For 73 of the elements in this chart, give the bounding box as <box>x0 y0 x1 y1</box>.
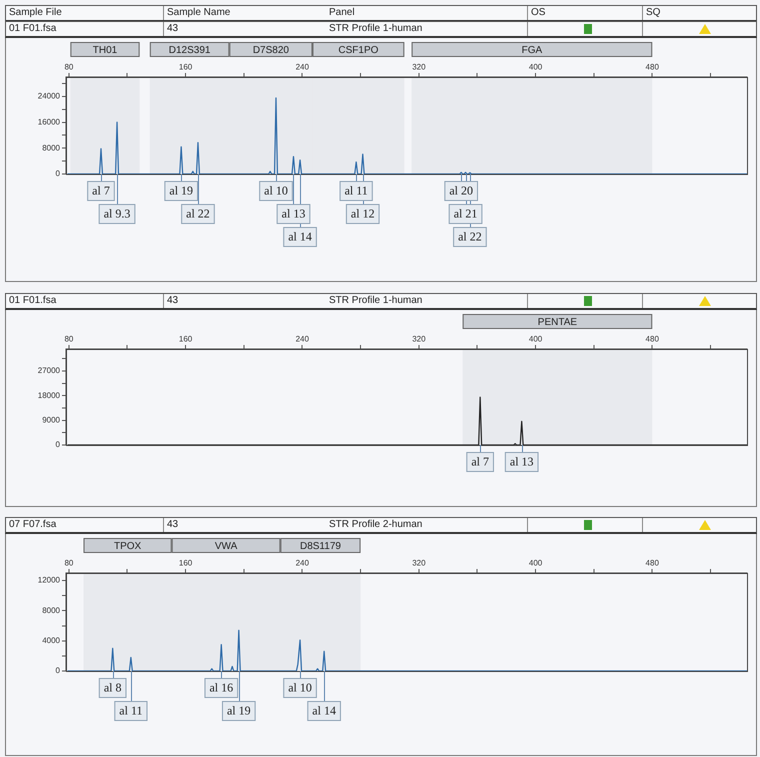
band-label: D7S820 <box>252 44 290 56</box>
x-tick-label: 240 <box>296 62 310 72</box>
annotation: al 13 <box>510 454 534 469</box>
annotation: al 8 <box>104 680 122 695</box>
band-label: FGA <box>522 44 543 56</box>
y-tick-label: 12000 <box>38 576 61 585</box>
y-tick-label: 0 <box>56 440 61 450</box>
x-tick-label: 480 <box>646 334 660 344</box>
x-tick-label: 480 <box>646 62 660 72</box>
band-label: VWA <box>214 540 238 552</box>
text: 43 <box>167 295 178 307</box>
text: 01 F01.fsa <box>9 295 56 307</box>
x-tick-label: 400 <box>528 558 543 568</box>
y-tick-label: 24000 <box>38 92 61 101</box>
x-tick-label: 240 <box>296 558 310 568</box>
band-label: TPOX <box>114 540 142 552</box>
annotation: al 22 <box>186 206 210 221</box>
y-tick-label: 4000 <box>42 636 61 646</box>
text: 07 F07.fsa <box>9 519 56 531</box>
text: Sample File <box>9 7 62 19</box>
y-tick-label: 8000 <box>42 606 61 615</box>
annotation: al 13 <box>282 206 306 221</box>
annotation: al 11 <box>119 704 142 718</box>
y-tick-label: 27000 <box>38 366 61 376</box>
y-tick-label: 8000 <box>42 143 61 152</box>
band-label: PENTAE <box>538 316 578 328</box>
annotation: al 22 <box>458 230 482 244</box>
annotation: al 10 <box>264 184 288 198</box>
x-tick-label: 160 <box>178 558 193 568</box>
annotation: al 19 <box>169 184 194 198</box>
x-tick-label: 80 <box>64 558 74 568</box>
text: SQ <box>646 7 660 19</box>
text: 01 F01.fsa <box>9 23 56 35</box>
x-tick-label: 320 <box>412 334 426 344</box>
text: Sample Name <box>167 7 230 19</box>
y-tick-label: 0 <box>56 666 61 676</box>
band-label: CSF1PO <box>338 44 379 56</box>
annotation: al 7 <box>92 184 110 198</box>
y-tick-label: 9000 <box>42 416 61 425</box>
x-tick-label: 80 <box>64 62 74 72</box>
annotation: al 20 <box>449 184 474 198</box>
band-label: D12S391 <box>168 44 211 56</box>
x-tick-label: 160 <box>178 334 193 344</box>
text: STR Profile 2-human <box>329 519 422 531</box>
annotation: al 19 <box>226 704 251 718</box>
annotation: al 9.3 <box>104 206 130 221</box>
annotation: al 21 <box>454 206 478 221</box>
annotation: al 12 <box>350 206 375 221</box>
annotation: al 14 <box>312 704 336 718</box>
annotation: al 10 <box>288 680 312 695</box>
text: Panel <box>329 7 355 19</box>
band-label: D8S1179 <box>300 540 342 552</box>
annotation: al 14 <box>288 230 312 244</box>
y-tick-label: 18000 <box>38 390 61 400</box>
x-tick-label: 320 <box>412 62 426 72</box>
x-tick-label: 400 <box>528 334 543 344</box>
x-tick-label: 480 <box>646 558 660 568</box>
annotation: al 11 <box>344 184 368 198</box>
text: STR Profile 1-human <box>329 295 422 307</box>
text: STR Profile 1-human <box>329 23 422 35</box>
y-tick-label: 0 <box>56 169 61 178</box>
x-tick-label: 80 <box>64 334 74 344</box>
annotation: al 7 <box>471 454 489 469</box>
text: 43 <box>167 23 178 35</box>
y-tick-label: 16000 <box>38 117 61 126</box>
x-tick-label: 240 <box>296 334 310 344</box>
x-tick-label: 400 <box>528 62 543 72</box>
x-tick-label: 160 <box>178 62 193 72</box>
text: 43 <box>167 519 178 531</box>
text: OS <box>531 7 546 19</box>
x-tick-label: 320 <box>412 558 426 568</box>
annotation: al 16 <box>209 680 234 695</box>
band-label: TH01 <box>92 44 118 56</box>
